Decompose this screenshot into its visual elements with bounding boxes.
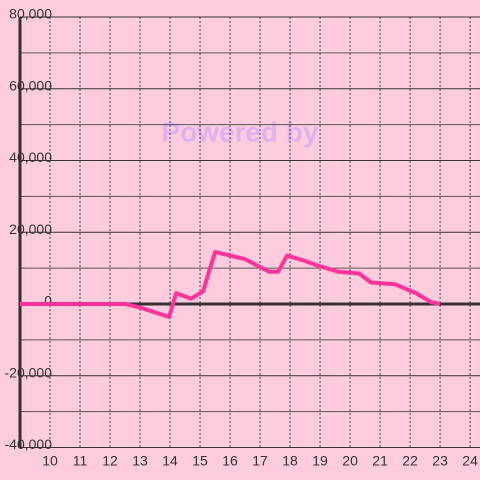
x-tick-label: 21 — [372, 453, 388, 469]
x-tick-label: 16 — [222, 453, 238, 469]
y-tick-label: -20,000 — [5, 364, 53, 380]
x-tick-label: 20 — [342, 453, 358, 469]
x-tick-label: 15 — [192, 453, 208, 469]
x-tick-label: 24 — [462, 453, 478, 469]
y-tick-label: 80,000 — [9, 6, 52, 22]
x-tick-label: 18 — [282, 453, 298, 469]
watermark: Powered by — [161, 116, 319, 147]
x-tick-label: 23 — [432, 453, 448, 469]
x-tick-label: 22 — [402, 453, 418, 469]
x-tick-label: 13 — [132, 453, 148, 469]
y-tick-label: 40,000 — [9, 149, 52, 165]
x-tick-label: 14 — [162, 453, 178, 469]
x-tick-label: 19 — [312, 453, 328, 469]
x-tick-label: 11 — [73, 453, 88, 469]
y-tick-label: 20,000 — [9, 221, 52, 237]
x-tick-label: 17 — [252, 453, 268, 469]
y-tick-label: 60,000 — [9, 77, 52, 93]
data-line — [20, 249, 441, 319]
y-tick-label: -40,000 — [5, 436, 53, 452]
x-tick-label: 12 — [102, 453, 118, 469]
y-tick-label: 0 — [44, 293, 52, 309]
x-tick-label: 10 — [42, 453, 58, 469]
